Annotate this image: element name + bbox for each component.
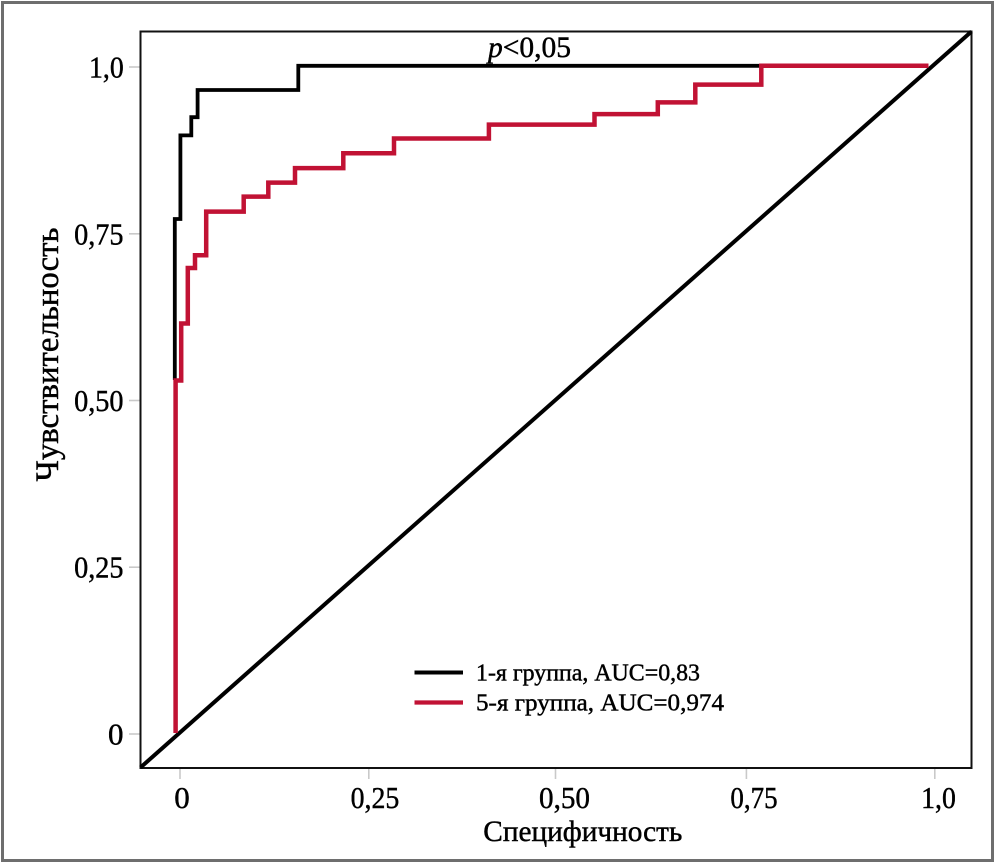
svg-text:0,75: 0,75 <box>730 780 777 815</box>
svg-text:0: 0 <box>108 717 124 752</box>
svg-text:p<0,05: p<0,05 <box>486 32 571 64</box>
svg-text:0: 0 <box>174 780 190 815</box>
svg-text:1,0: 1,0 <box>921 780 956 815</box>
svg-text:Чувствительность: Чувствительность <box>30 228 66 482</box>
svg-text:1-я группа, AUC=0,83: 1-я группа, AUC=0,83 <box>476 660 700 687</box>
svg-text:Специфичность: Специфичность <box>483 815 682 848</box>
svg-text:5-я группа, AUC=0,974: 5-я группа, AUC=0,974 <box>476 690 724 717</box>
svg-text:0,25: 0,25 <box>74 550 123 585</box>
svg-text:0,75: 0,75 <box>74 216 123 251</box>
svg-text:0,50: 0,50 <box>539 780 590 815</box>
svg-text:0,25: 0,25 <box>351 780 400 815</box>
svg-text:0,50: 0,50 <box>74 383 123 418</box>
svg-text:1,0: 1,0 <box>89 50 124 85</box>
